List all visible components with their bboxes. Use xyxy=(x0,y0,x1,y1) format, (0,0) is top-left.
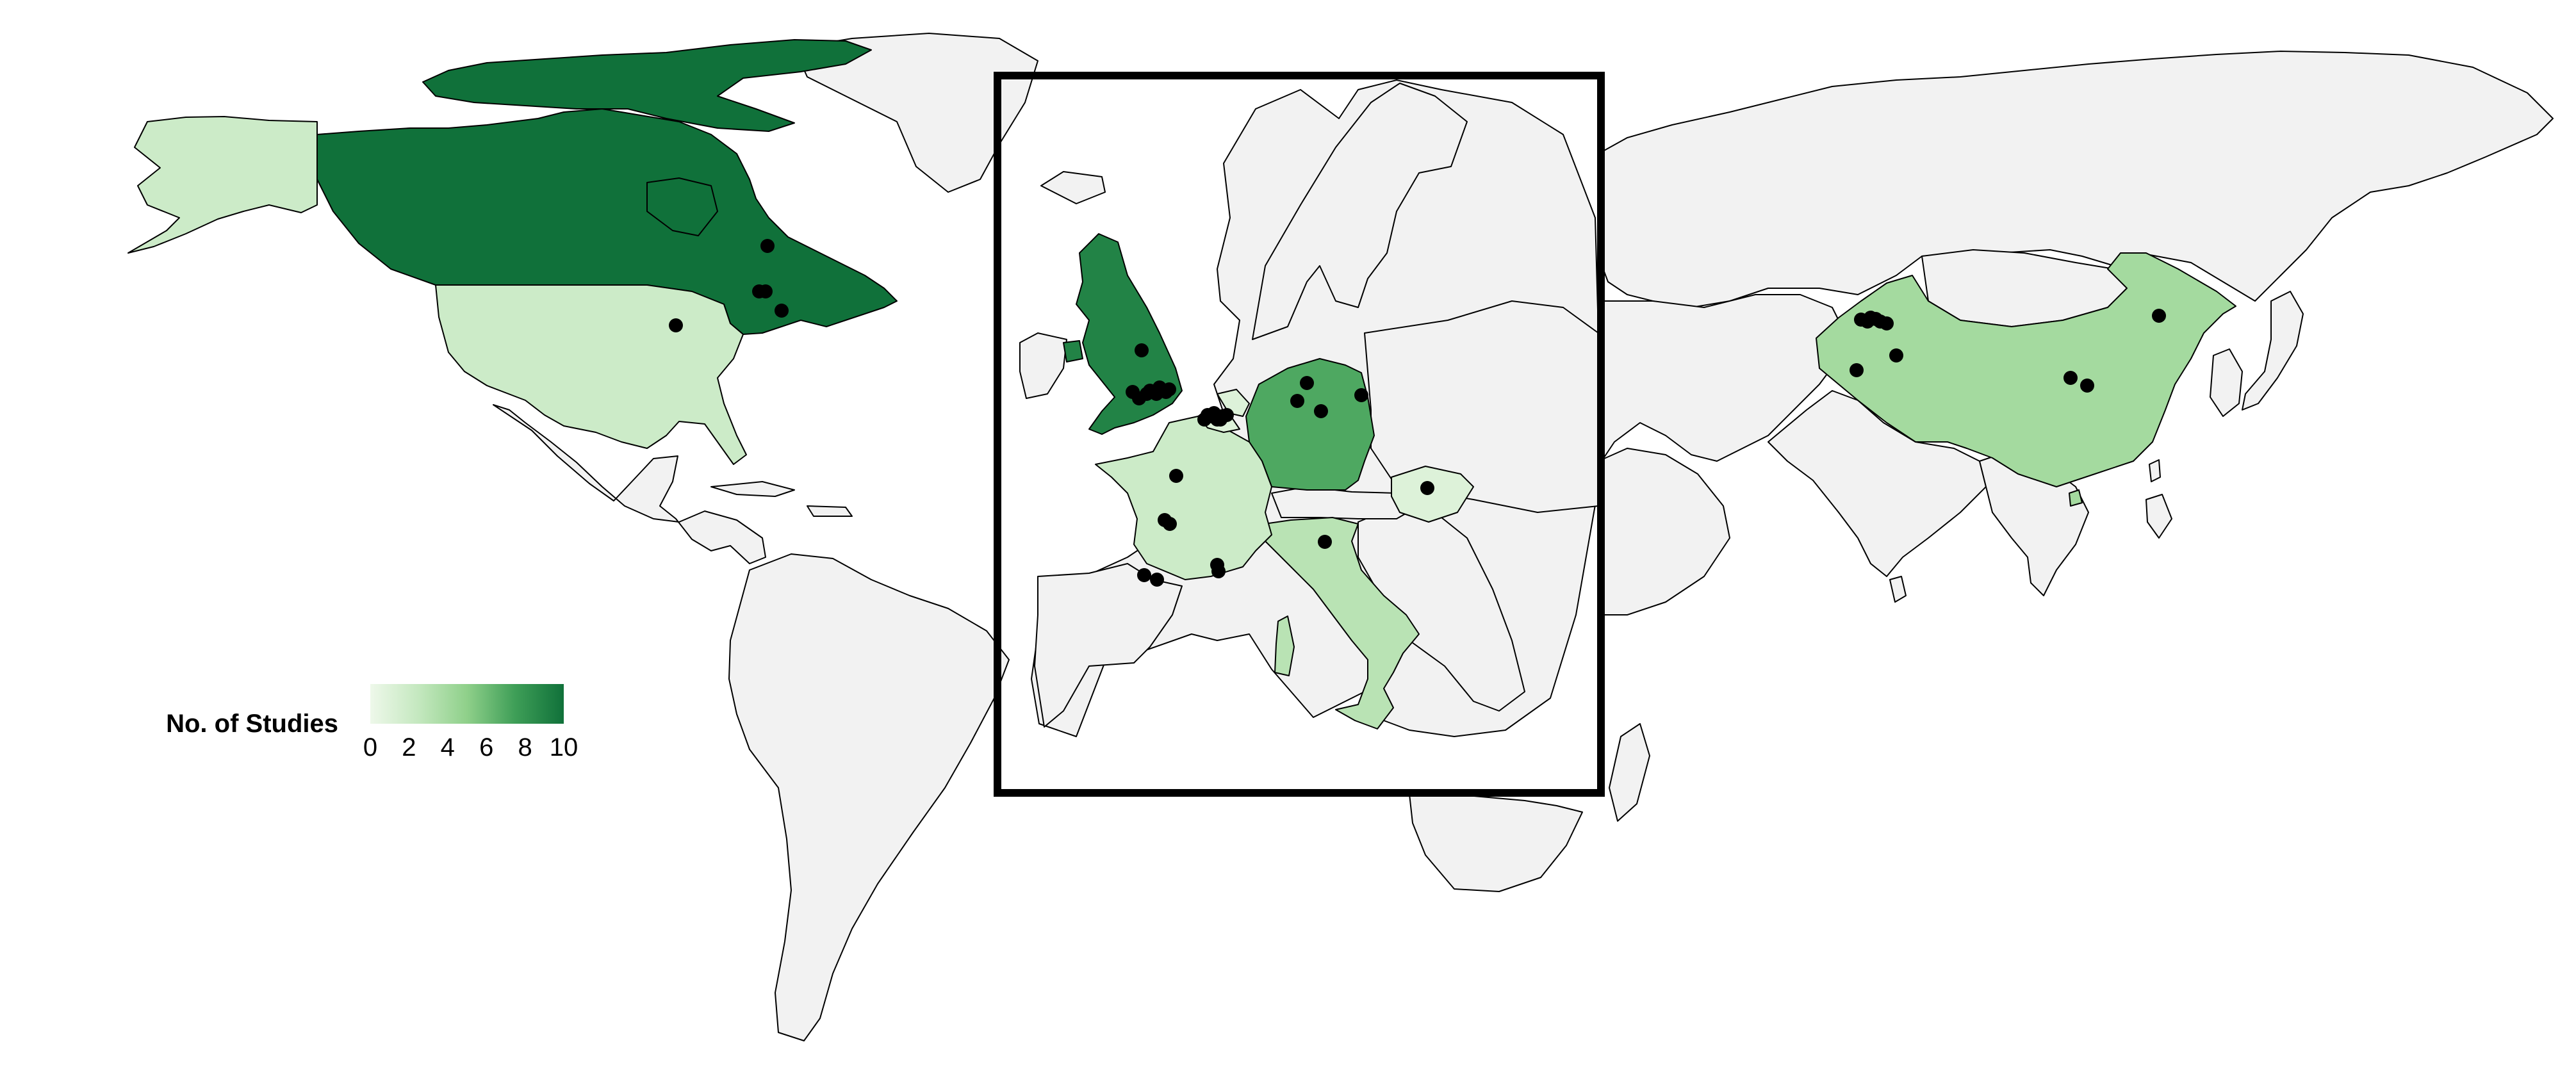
study-location-point xyxy=(1354,388,1368,402)
country-korea xyxy=(2210,348,2243,417)
study-location-point xyxy=(1300,376,1314,390)
legend-tick-label: 2 xyxy=(402,733,416,762)
study-location-point xyxy=(1163,517,1177,531)
study-location-point xyxy=(1137,568,1151,582)
country-taiwan-philippines xyxy=(2145,459,2172,539)
legend-tick-label: 4 xyxy=(441,733,455,762)
legend-title: No. of Studies xyxy=(166,710,338,738)
study-location-point xyxy=(1135,343,1149,357)
study-location-point xyxy=(1150,573,1164,587)
country-italy xyxy=(1255,517,1420,729)
legend-tick-label: 0 xyxy=(363,733,377,762)
country-south-america xyxy=(728,553,1010,1041)
country-iceland xyxy=(1040,171,1106,204)
study-locations xyxy=(669,239,2166,587)
study-location-point xyxy=(1318,535,1332,549)
study-location-point xyxy=(775,304,789,318)
study-location-point xyxy=(1213,412,1227,427)
country-africa-south xyxy=(1409,794,1583,892)
no-data-countries xyxy=(448,33,2554,1041)
legend: No. of Studies 0 2 4 6 8 10 xyxy=(166,684,578,762)
country-greenland xyxy=(794,33,1038,193)
country-canada xyxy=(316,39,898,335)
study-location-point xyxy=(2080,379,2094,393)
country-middle-east-central-asia xyxy=(1598,294,1846,462)
country-madagascar xyxy=(1609,723,1650,822)
legend-tick-label: 6 xyxy=(479,733,493,762)
country-caribbean-islands xyxy=(710,481,853,517)
study-location-point xyxy=(2063,371,2078,385)
country-russia xyxy=(1598,51,2554,308)
study-location-point xyxy=(1211,564,1226,578)
legend-tick-label: 10 xyxy=(550,733,578,762)
country-china xyxy=(1816,252,2236,507)
country-united-states xyxy=(127,116,747,465)
study-location-point xyxy=(2152,309,2166,323)
study-location-point xyxy=(669,318,683,332)
country-hungary xyxy=(1391,466,1474,523)
legend-tick-label: 8 xyxy=(518,733,532,762)
country-japan xyxy=(2242,291,2304,411)
country-iberia xyxy=(1034,563,1183,728)
study-location-point xyxy=(1149,387,1163,401)
country-scandinavia xyxy=(1252,83,1468,340)
country-eastern-europe xyxy=(1364,300,1599,513)
study-location-point xyxy=(759,284,773,298)
country-france xyxy=(1095,416,1272,580)
study-location-point xyxy=(1169,469,1183,483)
study-location-point xyxy=(1850,363,1864,377)
legend-tick-labels: 0 2 4 6 8 10 xyxy=(363,733,578,762)
study-location-point xyxy=(760,239,775,253)
study-location-point xyxy=(1889,348,1903,363)
country-mexico-central-america xyxy=(493,404,766,564)
study-location-point xyxy=(1880,316,1894,330)
country-ireland xyxy=(1019,332,1067,399)
studied-countries xyxy=(127,39,2236,729)
europe-inset-frame xyxy=(994,72,1605,797)
country-sri-lanka xyxy=(1889,576,1907,603)
study-location-point xyxy=(1420,481,1434,495)
country-arabian-peninsula xyxy=(1598,448,1730,615)
study-location-point xyxy=(1290,394,1304,408)
study-location-point xyxy=(1314,404,1328,418)
legend-colorbar xyxy=(370,684,564,724)
